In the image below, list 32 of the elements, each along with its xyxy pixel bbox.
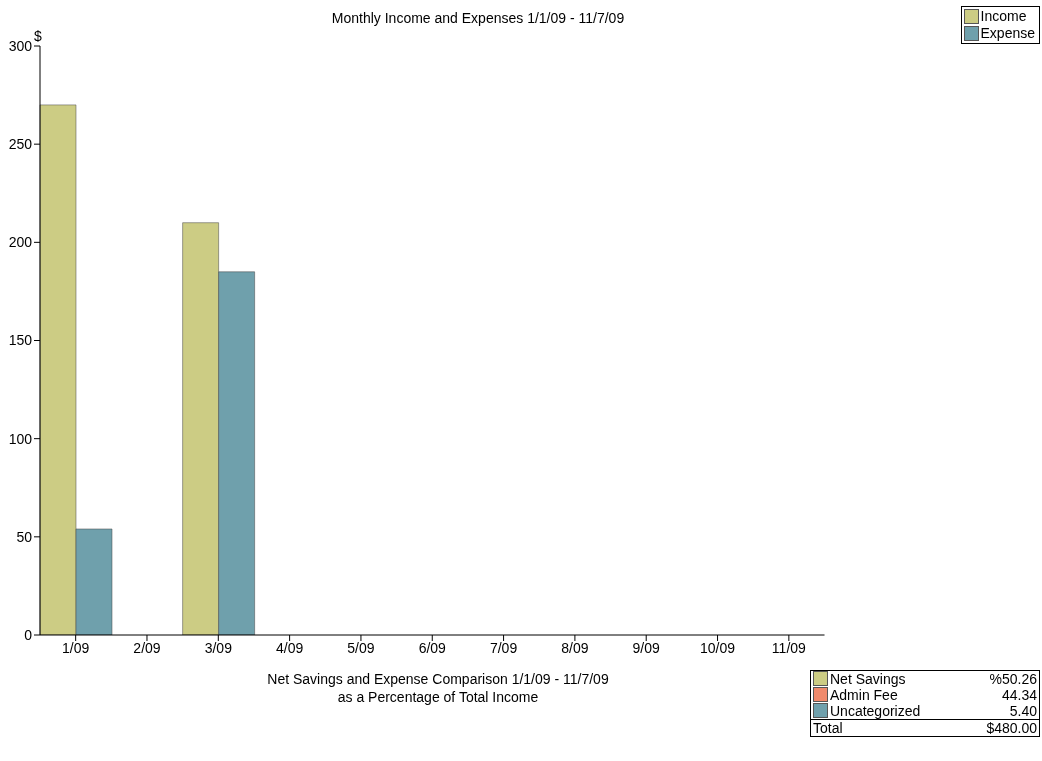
x-tick-label: 10/09 <box>700 639 736 656</box>
text: $480.00 <box>985 719 1038 737</box>
category-label: Net Savings <box>829 670 907 687</box>
y-tick-label: 0 <box>24 626 33 643</box>
y-tick-label: 50 <box>16 528 33 545</box>
x-tick-label: 1/09 <box>62 639 90 656</box>
category-label: Admin Fee <box>829 687 899 703</box>
x-tick-label: 2/09 <box>133 639 161 656</box>
x-tick-label: 9/09 <box>632 639 661 656</box>
x-tick-label: 7/09 <box>489 639 518 656</box>
y-tick-label: 250 <box>8 136 33 153</box>
text: %50.26 <box>989 671 1037 687</box>
x-tick-label: 6/09 <box>418 639 447 656</box>
text: 44.34 <box>1001 687 1037 703</box>
text: Net Savings and Expense Comparison 1/1/09 - 11/7/09 <box>266 670 610 688</box>
y-tick-label: 150 <box>8 332 33 349</box>
text: 5.40 <box>1009 703 1037 719</box>
legend-label: Income <box>979 8 1028 25</box>
y-tick-label: 200 <box>8 234 33 251</box>
legend-label: Expense <box>979 25 1035 42</box>
x-tick-label: 3/09 <box>204 639 233 656</box>
chart-title: Monthly Income and Expenses 1/1/09 - 11/7/09 <box>330 10 626 26</box>
x-tick-label: 8/09 <box>561 639 589 656</box>
x-tick-label: 4/09 <box>275 639 304 656</box>
text: Total <box>812 719 844 737</box>
text: as a Percentage of Total Income <box>336 688 540 706</box>
x-tick-label: 11/09 <box>771 639 807 656</box>
y-tick-label: 300 <box>8 37 33 54</box>
x-tick-label: 5/09 <box>347 639 375 656</box>
category-label: Uncategorized <box>829 703 922 720</box>
y-axis-title: $ <box>34 28 42 44</box>
y-tick-label: 100 <box>8 430 33 447</box>
